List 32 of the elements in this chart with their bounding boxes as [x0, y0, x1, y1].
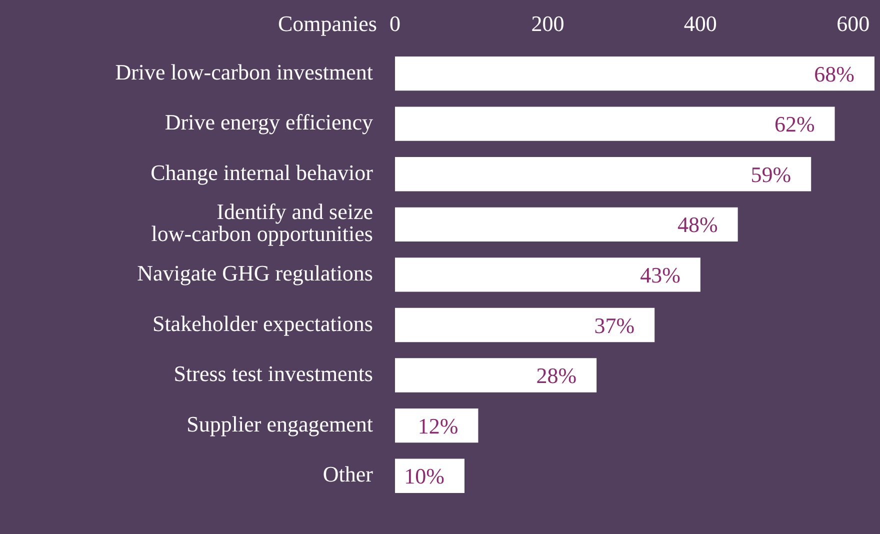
bar	[395, 408, 478, 443]
annotation: 62%	[774, 112, 815, 137]
bar	[395, 358, 597, 392]
y-tick-label: Stakeholder expectations	[152, 310, 373, 336]
x-axis-title: Companies	[278, 10, 377, 36]
annotation: 59%	[750, 162, 792, 187]
annotation: 48%	[677, 212, 718, 238]
y-tick-label: Identify and seize low-carbon opportunities	[151, 199, 373, 246]
x-tick-label: 600	[836, 10, 870, 36]
bar	[395, 56, 874, 91]
annotation: 10%	[404, 464, 444, 489]
annotation: 68%	[814, 61, 854, 86]
bar	[395, 258, 700, 292]
bar	[395, 308, 655, 342]
y-tick-label: Drive low-carbon investment	[115, 59, 373, 84]
bar	[395, 207, 738, 242]
y-tick-label: Supplier engagement	[186, 411, 373, 436]
bar	[395, 157, 812, 192]
x-tick-label: 400	[684, 10, 717, 36]
y-tick-label: Stress test investments	[174, 361, 373, 386]
annotation: 37%	[594, 312, 635, 338]
bar	[395, 458, 464, 493]
y-tick-label: Other	[322, 462, 374, 487]
x-tick-label: 0	[390, 10, 400, 36]
bar	[395, 106, 835, 141]
y-tick-label: Drive energy efficiency	[164, 110, 373, 135]
annotation: 43%	[640, 262, 680, 288]
annotation: 12%	[418, 413, 458, 438]
y-tick-label: Navigate GHG regulations	[137, 260, 373, 286]
y-tick-label: Change internal behavior	[150, 160, 374, 185]
annotation: 28%	[536, 363, 577, 388]
x-tick-label: 200	[531, 10, 564, 36]
